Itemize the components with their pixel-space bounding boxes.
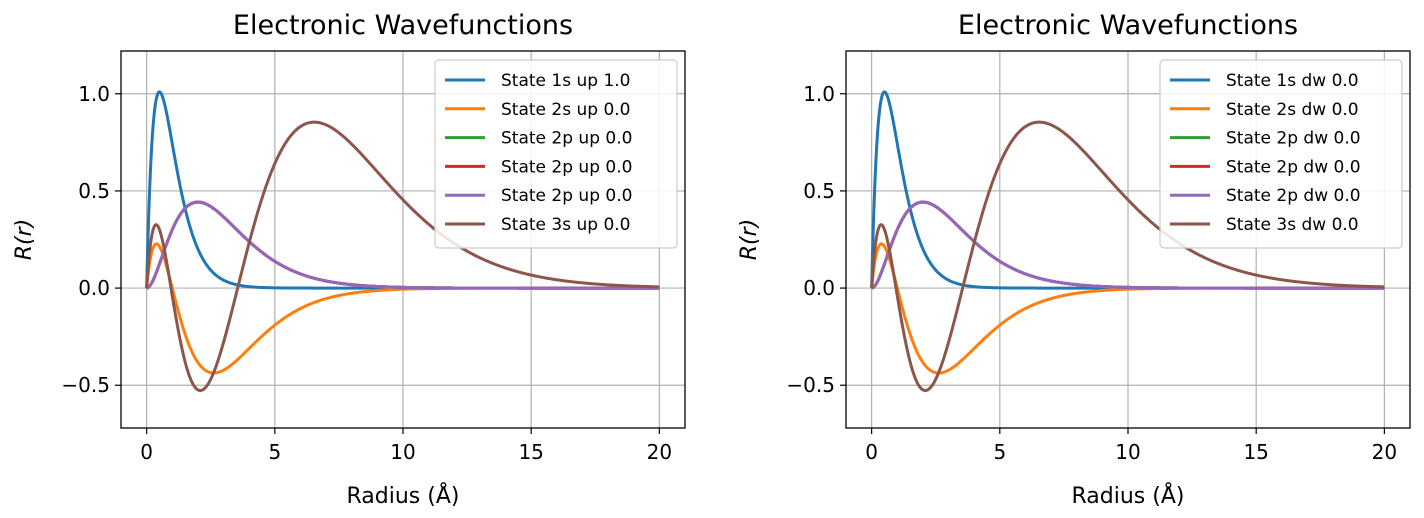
x-tick-label: 0 (865, 440, 878, 464)
x-tick-label: 10 (390, 440, 415, 464)
legend-entry-label: State 2p up 0.0 (501, 186, 632, 206)
legend-entry-label: State 2p up 0.0 (501, 157, 632, 177)
series-lines (870, 90, 1386, 392)
x-tick-label: 10 (1115, 440, 1140, 464)
y-tick-label: −0.5 (786, 373, 835, 397)
legend-entry-label: State 2p dw 0.0 (1226, 129, 1361, 149)
x-tick-label: 0 (140, 440, 153, 464)
legend-box (1159, 59, 1403, 249)
y-tick-label: −0.5 (61, 373, 110, 397)
legend-entry-label: State 2p up 0.0 (501, 129, 632, 149)
series-line-3s-5 (145, 120, 661, 392)
y-tick-label: 0.5 (78, 179, 110, 203)
legend-entry-label: State 2p dw 0.0 (1226, 186, 1361, 206)
chart-panel-1: 0 5 10 15 20 −0.5 0.0 0.5 1.0 Electronic Wavefunc… (12, 10, 686, 509)
legend-entry-label: State 1s up 1.0 (501, 71, 630, 91)
legend: State 1s dw 0.0 State 2s dw 0.0 State 2p d… (1159, 59, 1403, 249)
chart-panel-2: 0 5 10 15 20 −0.5 0.0 0.5 1.0 Electronic Wavefunc… (737, 10, 1411, 509)
y-tick-label: 0.0 (78, 276, 110, 300)
legend-entry-label: State 2p dw 0.0 (1226, 157, 1361, 177)
x-tick-label: 20 (1372, 440, 1397, 464)
legend-entry-label: State 2s up 0.0 (501, 100, 630, 120)
series-line-2p-4 (870, 200, 1386, 290)
legend-entry-label: State 2s dw 0.0 (1226, 100, 1359, 120)
legend-entry-label: State 3s up 0.0 (501, 215, 630, 235)
legend-box (434, 59, 678, 249)
y-tick-label: 1.0 (803, 82, 835, 106)
chart-title: Electronic Wavefunctions (233, 10, 573, 41)
x-tick-label: 15 (1243, 440, 1268, 464)
x-tick-label: 20 (647, 440, 672, 464)
x-axis-label: Radius (Å) (1072, 482, 1185, 509)
x-tick-label: 5 (993, 440, 1006, 464)
y-axis-label: R(r) (12, 219, 37, 261)
legend: State 1s up 1.0 State 2s up 0.0 State 2p u… (434, 59, 678, 249)
series-line-2p-4 (145, 200, 661, 290)
x-tick-label: 5 (268, 440, 281, 464)
chart-title: Electronic Wavefunctions (958, 10, 1298, 41)
series-lines (145, 90, 661, 392)
y-axis-label: R(r) (737, 219, 762, 261)
legend-entry-label: State 3s dw 0.0 (1226, 215, 1359, 235)
x-axis-label: Radius (Å) (347, 482, 460, 509)
y-tick-label: 0.0 (803, 276, 835, 300)
y-tick-label: 1.0 (78, 82, 110, 106)
x-tick-label: 15 (518, 440, 543, 464)
y-tick-label: 0.5 (803, 179, 835, 203)
series-line-3s-5 (870, 120, 1386, 392)
legend-entry-label: State 1s dw 0.0 (1226, 71, 1359, 91)
